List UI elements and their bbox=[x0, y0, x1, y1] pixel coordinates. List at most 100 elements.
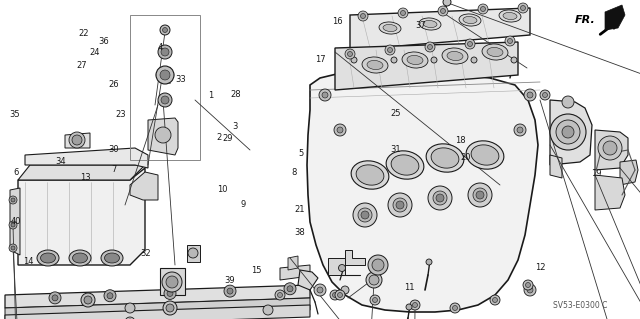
Circle shape bbox=[319, 89, 331, 101]
Polygon shape bbox=[620, 160, 638, 185]
Circle shape bbox=[505, 36, 515, 46]
Circle shape bbox=[523, 280, 533, 290]
Ellipse shape bbox=[367, 61, 383, 70]
Circle shape bbox=[353, 203, 377, 227]
Ellipse shape bbox=[402, 52, 428, 68]
Circle shape bbox=[508, 39, 513, 43]
Circle shape bbox=[398, 8, 408, 18]
Circle shape bbox=[543, 93, 547, 98]
Circle shape bbox=[436, 194, 444, 202]
Circle shape bbox=[556, 120, 580, 144]
Circle shape bbox=[368, 255, 388, 275]
Circle shape bbox=[490, 295, 500, 305]
Circle shape bbox=[473, 188, 487, 202]
Circle shape bbox=[11, 198, 15, 202]
Text: 27: 27 bbox=[77, 61, 87, 70]
Circle shape bbox=[52, 295, 58, 301]
Circle shape bbox=[163, 27, 168, 33]
Ellipse shape bbox=[386, 151, 424, 179]
Ellipse shape bbox=[419, 18, 441, 30]
Circle shape bbox=[158, 45, 172, 59]
Text: 8: 8 bbox=[292, 168, 297, 177]
Polygon shape bbox=[550, 155, 562, 178]
Circle shape bbox=[335, 290, 345, 300]
Circle shape bbox=[164, 287, 176, 300]
Text: 33: 33 bbox=[175, 75, 186, 84]
Circle shape bbox=[433, 191, 447, 205]
Polygon shape bbox=[148, 118, 178, 155]
Polygon shape bbox=[25, 148, 148, 168]
Polygon shape bbox=[550, 100, 592, 165]
Circle shape bbox=[104, 290, 116, 302]
Circle shape bbox=[9, 196, 17, 204]
Polygon shape bbox=[5, 285, 310, 308]
Text: 10: 10 bbox=[218, 185, 228, 194]
Circle shape bbox=[263, 305, 273, 315]
Polygon shape bbox=[187, 245, 200, 262]
Circle shape bbox=[125, 303, 135, 313]
Circle shape bbox=[81, 293, 95, 307]
Circle shape bbox=[161, 96, 169, 104]
Text: 22: 22 bbox=[78, 29, 88, 38]
Ellipse shape bbox=[101, 250, 123, 266]
Ellipse shape bbox=[487, 48, 503, 56]
Circle shape bbox=[562, 126, 574, 138]
Circle shape bbox=[358, 11, 368, 21]
Circle shape bbox=[161, 48, 169, 56]
Circle shape bbox=[387, 48, 392, 53]
Ellipse shape bbox=[423, 20, 437, 27]
Circle shape bbox=[337, 293, 342, 298]
Circle shape bbox=[166, 304, 174, 312]
Circle shape bbox=[391, 57, 397, 63]
Polygon shape bbox=[595, 130, 628, 170]
Circle shape bbox=[322, 92, 328, 98]
Circle shape bbox=[188, 248, 198, 258]
Ellipse shape bbox=[383, 25, 397, 32]
Circle shape bbox=[334, 124, 346, 136]
Circle shape bbox=[450, 303, 460, 313]
Circle shape bbox=[476, 191, 484, 199]
Circle shape bbox=[330, 290, 340, 300]
Ellipse shape bbox=[459, 14, 481, 26]
Ellipse shape bbox=[104, 253, 120, 263]
Circle shape bbox=[69, 132, 85, 148]
Text: 35: 35 bbox=[10, 110, 20, 119]
Circle shape bbox=[72, 135, 82, 145]
Ellipse shape bbox=[407, 56, 423, 64]
Circle shape bbox=[520, 5, 525, 11]
Polygon shape bbox=[18, 165, 145, 180]
Circle shape bbox=[393, 198, 407, 212]
Circle shape bbox=[125, 317, 135, 319]
Polygon shape bbox=[350, 8, 530, 50]
Circle shape bbox=[514, 124, 526, 136]
Circle shape bbox=[156, 66, 174, 84]
Circle shape bbox=[431, 57, 437, 63]
Circle shape bbox=[598, 136, 622, 160]
Circle shape bbox=[527, 287, 533, 293]
Polygon shape bbox=[288, 256, 298, 270]
Ellipse shape bbox=[482, 44, 508, 60]
Text: 3: 3 bbox=[232, 122, 237, 131]
Ellipse shape bbox=[37, 250, 59, 266]
Text: 13: 13 bbox=[80, 173, 90, 182]
Ellipse shape bbox=[72, 253, 88, 263]
Text: FR.: FR. bbox=[575, 15, 595, 25]
Polygon shape bbox=[130, 172, 158, 200]
Ellipse shape bbox=[351, 161, 389, 189]
Circle shape bbox=[401, 11, 406, 16]
Circle shape bbox=[287, 286, 293, 292]
Polygon shape bbox=[307, 70, 538, 312]
Ellipse shape bbox=[431, 148, 459, 168]
Text: 11: 11 bbox=[404, 283, 415, 292]
Circle shape bbox=[396, 201, 404, 209]
Circle shape bbox=[438, 6, 448, 16]
Circle shape bbox=[370, 295, 380, 305]
Ellipse shape bbox=[471, 145, 499, 165]
Circle shape bbox=[49, 292, 61, 304]
Polygon shape bbox=[335, 42, 518, 90]
Circle shape bbox=[440, 9, 445, 13]
Circle shape bbox=[107, 293, 113, 299]
Text: SV53-E0300 C: SV53-E0300 C bbox=[553, 300, 607, 309]
Ellipse shape bbox=[503, 12, 517, 19]
Circle shape bbox=[160, 25, 170, 35]
